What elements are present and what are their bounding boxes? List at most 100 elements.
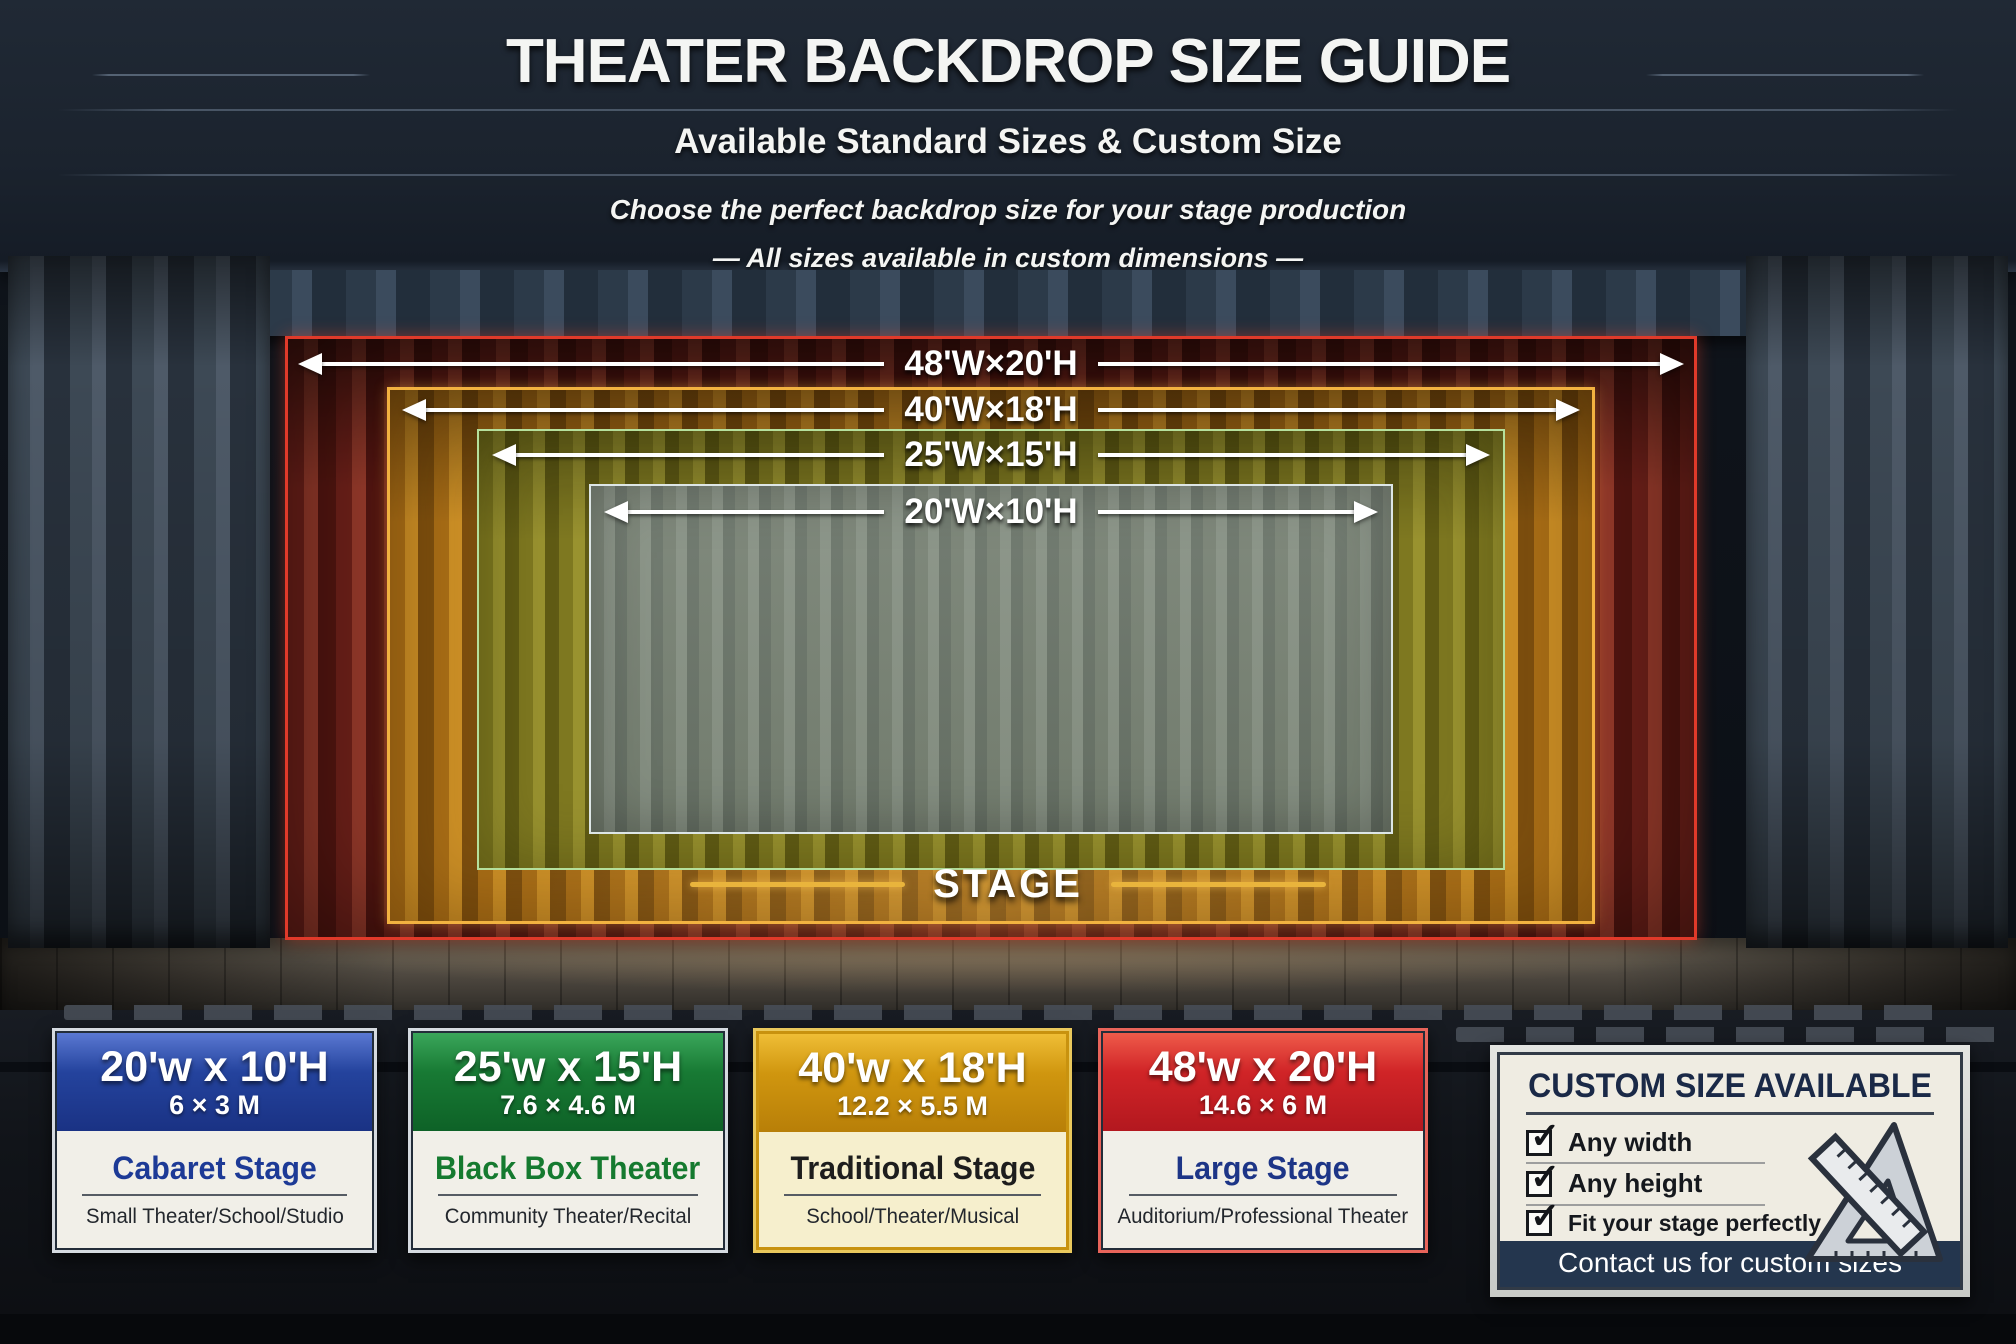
arrow-line <box>1097 510 1355 514</box>
stage-floor <box>0 938 2016 1010</box>
custom-title-underline <box>1526 1112 1934 1115</box>
check-icon: ✓ <box>1530 1114 1561 1156</box>
stage-flank-line-left <box>690 881 906 887</box>
size-card-body: Black Box Theater Community Theater/Reci… <box>413 1131 723 1248</box>
checkbox-icon: ✓ <box>1526 1158 1560 1197</box>
size-card-metric: 7.6 × 4.6 M <box>500 1089 636 1120</box>
arrow-line <box>1097 408 1557 412</box>
bottom-edge <box>0 1314 2016 1344</box>
custom-size-title: CUSTOM SIZE AVAILABLE <box>1528 1067 1932 1105</box>
size-card-usage: Community Theater/Recital <box>444 1205 692 1228</box>
feature-divider <box>1526 1203 1765 1206</box>
top-curtain <box>178 270 1838 336</box>
dimension-label: 25'W×15'H <box>904 435 1078 474</box>
size-card-metric: 12.2 × 5.5 M <box>837 1090 988 1121</box>
size-card-divider <box>437 1194 699 1196</box>
arrow-line <box>516 453 885 457</box>
custom-feature-row: ✓ Any width <box>1526 1117 1960 1158</box>
size-card-dimensions: 48'w x 20'H <box>1148 1043 1378 1092</box>
dimension-row-48x20: 48'W×20'H <box>298 344 1685 384</box>
ruler-icon <box>1805 1122 1943 1262</box>
custom-size-footer: Contact us for custom sizes <box>1500 1241 1960 1287</box>
header-divider <box>58 174 1958 176</box>
custom-feature-label: Any height <box>1568 1168 1703 1199</box>
arrow-left-icon <box>604 501 628 523</box>
size-card-divider <box>82 1194 347 1196</box>
size-card-frame: 25'w x 15'H 7.6 × 4.6 M Black Box Theate… <box>411 1031 725 1250</box>
dimension-row-20x10: 20'W×10'H <box>604 492 1379 532</box>
size-card-dimensions: 25'w x 15'H <box>453 1043 683 1092</box>
stage-flank-line-right <box>1110 881 1326 887</box>
size-card-metric: 14.6 × 6 M <box>1198 1089 1328 1120</box>
custom-dimensions-note: — All sizes available in custom dimensio… <box>712 243 1304 273</box>
size-card-header: 25'w x 15'H 7.6 × 4.6 M <box>413 1033 723 1131</box>
dimension-label: 48'W×20'H <box>904 344 1078 383</box>
title-flank-line-right <box>1646 74 1924 76</box>
size-card-metric: 6 × 3 M <box>169 1089 260 1120</box>
custom-feature-label: Any width <box>1568 1127 1693 1158</box>
dimension-row-40x18: 40'W×18'H <box>402 390 1581 430</box>
size-card-usage: Small Theater/School/Studio <box>85 1205 344 1228</box>
page-subtitle: Available Standard Sizes & Custom Size <box>674 122 1342 161</box>
size-card-name: Cabaret Stage <box>112 1150 317 1186</box>
left-curtain <box>8 256 270 948</box>
size-card-cabaret: 20'w x 10'H 6 × 3 M Cabaret Stage Small … <box>52 1028 377 1253</box>
check-icon: ✓ <box>1530 1195 1561 1237</box>
size-card-header: 48'w x 20'H 14.6 × 6 M <box>1103 1033 1423 1131</box>
title-flank-line-left <box>92 74 370 76</box>
arrow-left-icon <box>298 353 322 375</box>
size-card-name: Black Box Theater <box>435 1150 701 1186</box>
custom-feature-row: ✓ Fit your stage perfectly <box>1526 1198 1960 1237</box>
arrow-line <box>426 408 885 412</box>
arrow-line <box>1097 453 1467 457</box>
size-card-frame: 40'w x 18'H 12.2 × 5.5 M Traditional Sta… <box>756 1031 1069 1250</box>
arrow-right-icon <box>1354 501 1379 523</box>
size-card-header: 20'w x 10'H 6 × 3 M <box>57 1033 372 1131</box>
stage-label-row: STAGE <box>0 860 2016 908</box>
checkbox-icon: ✓ <box>1526 1117 1560 1156</box>
arrow-left-icon <box>492 444 516 466</box>
dimension-label: 20'W×10'H <box>904 492 1078 531</box>
page-title: THEATER BACKDROP SIZE GUIDE <box>505 27 1511 96</box>
arrow-line <box>628 510 885 514</box>
size-card-dimensions: 40'w x 18'H <box>798 1044 1027 1093</box>
backdrop-rect-20x10 <box>589 484 1393 834</box>
feature-divider <box>1526 1162 1765 1165</box>
stage-label: STAGE <box>933 861 1083 906</box>
size-card-header: 40'w x 18'H 12.2 × 5.5 M <box>759 1034 1066 1132</box>
size-card-large: 48'w x 20'H 14.6 × 6 M Large Stage Audit… <box>1098 1028 1428 1253</box>
custom-size-frame: CUSTOM SIZE AVAILABLE ✓ Any width ✓ Any … <box>1497 1052 1963 1290</box>
custom-feature-label: Fit your stage perfectly <box>1568 1209 1822 1236</box>
tagline: Choose the perfect backdrop size for you… <box>609 194 1407 225</box>
size-card-name: Large Stage <box>1175 1150 1350 1186</box>
size-card-body: Cabaret Stage Small Theater/School/Studi… <box>57 1131 372 1248</box>
pit-slats-row <box>64 1005 1950 1020</box>
size-card-divider <box>783 1194 1042 1196</box>
size-card-usage: Auditorium/Professional Theater <box>1117 1205 1409 1228</box>
arrow-right-icon <box>1466 444 1491 466</box>
size-card-traditional: 40'w x 18'H 12.2 × 5.5 M Traditional Sta… <box>753 1028 1072 1253</box>
arrow-right-icon <box>1660 353 1685 375</box>
size-card-name: Traditional Stage <box>790 1150 1035 1186</box>
size-card-dimensions: 20'w x 10'H <box>100 1043 329 1092</box>
size-card-divider <box>1128 1194 1398 1196</box>
arrow-line <box>322 362 885 366</box>
size-card-black-box: 25'w x 15'H 7.6 × 4.6 M Black Box Theate… <box>408 1028 728 1253</box>
custom-size-card: CUSTOM SIZE AVAILABLE ✓ Any width ✓ Any … <box>1490 1045 1970 1297</box>
custom-feature-row: ✓ Any height <box>1526 1158 1960 1199</box>
check-icon: ✓ <box>1530 1155 1561 1197</box>
checkbox-icon: ✓ <box>1526 1198 1560 1237</box>
header-divider <box>58 109 1958 111</box>
header-valance <box>0 0 2016 272</box>
size-card-usage: School/Theater/Musical <box>806 1205 1019 1228</box>
arrow-line <box>1097 362 1661 366</box>
arrow-left-icon <box>402 399 426 421</box>
arrow-right-icon <box>1556 399 1581 421</box>
dimension-label: 40'W×18'H <box>904 390 1078 429</box>
size-card-body: Large Stage Auditorium/Professional Thea… <box>1103 1131 1423 1248</box>
pit-slats-row <box>1456 1027 2008 1042</box>
custom-feature-list: ✓ Any width ✓ Any height ✓ Fit your stag… <box>1500 1117 1960 1241</box>
size-card-frame: 48'w x 20'H 14.6 × 6 M Large Stage Audit… <box>1101 1031 1425 1250</box>
right-curtain <box>1746 256 2008 948</box>
dimension-row-25x15: 25'W×15'H <box>492 435 1491 475</box>
